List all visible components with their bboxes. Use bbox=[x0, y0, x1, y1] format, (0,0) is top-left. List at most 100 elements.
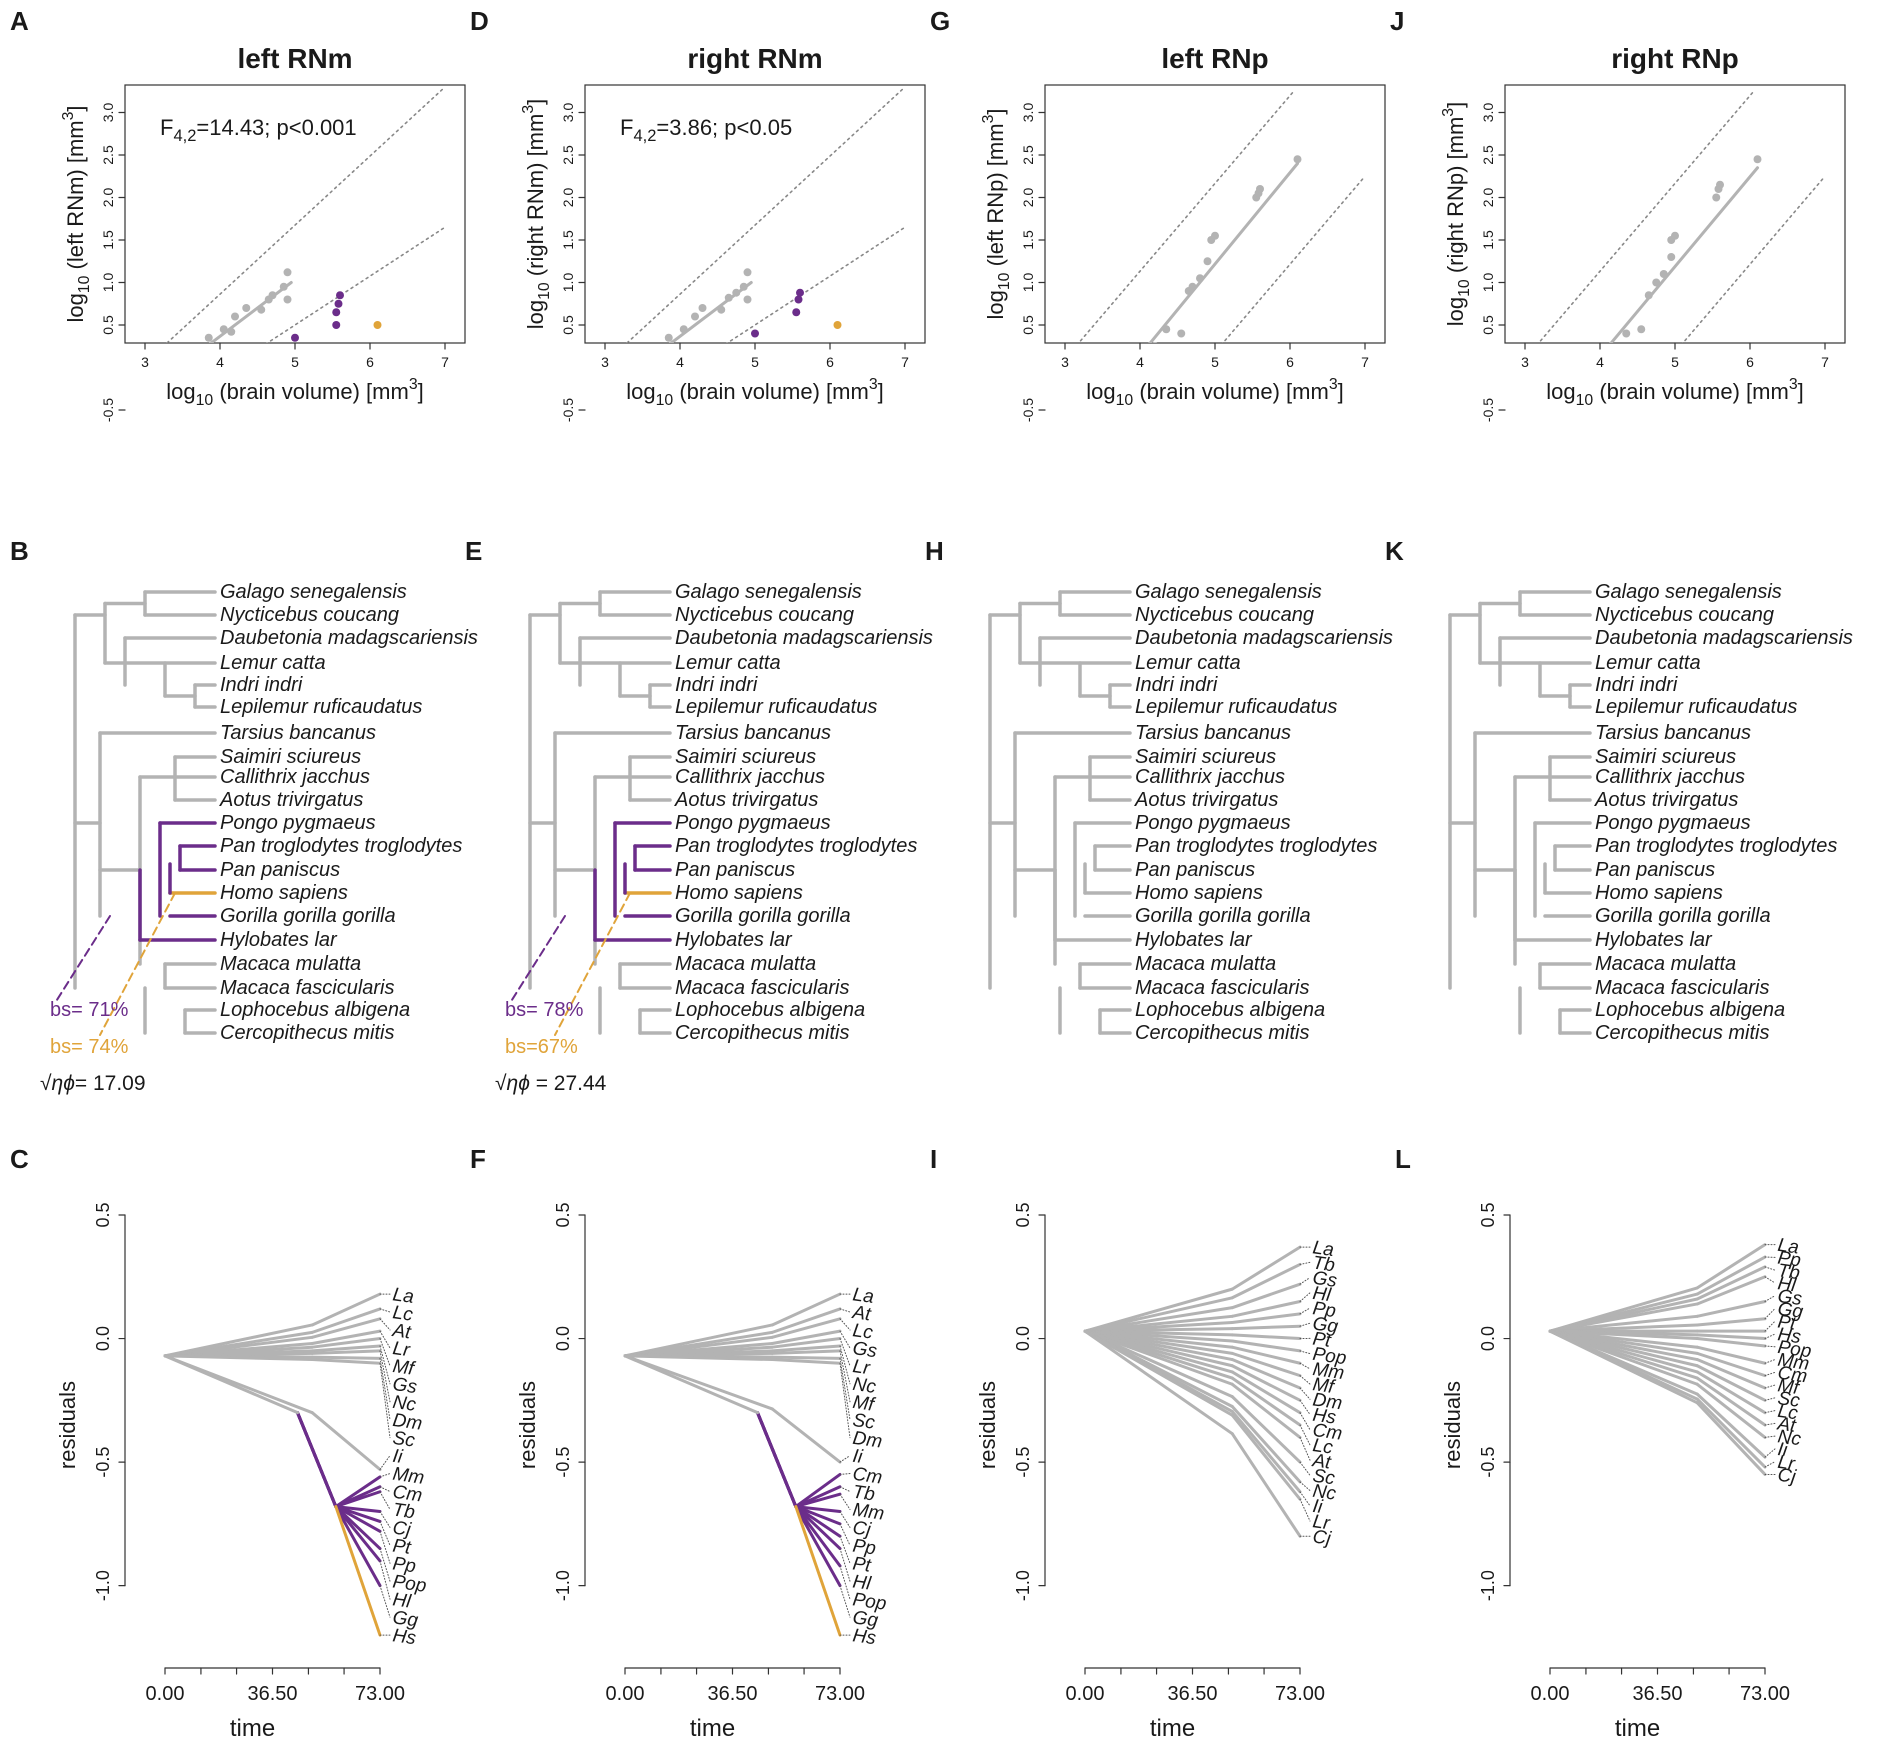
tip-label: Pt bbox=[391, 1535, 412, 1558]
panel-label-J: J bbox=[1390, 6, 1404, 36]
tip-leader bbox=[1299, 1412, 1311, 1431]
confidence-line bbox=[1077, 90, 1295, 343]
point-purple bbox=[794, 295, 803, 304]
tree-tip-label: Homo sapiens bbox=[1135, 882, 1263, 904]
tip-leader bbox=[1764, 1371, 1776, 1377]
point-gray bbox=[743, 295, 752, 304]
fit-line bbox=[1609, 166, 1759, 343]
tree-tip-label: Macaca mulatta bbox=[1135, 953, 1276, 975]
trait-branch bbox=[1230, 1282, 1302, 1310]
trait-branch bbox=[310, 1349, 382, 1355]
tip-label: Tb bbox=[851, 1482, 876, 1506]
tree-tip-label: Tarsius bancanus bbox=[675, 722, 831, 744]
tree-tip-label: Aotus trivirgatus bbox=[674, 789, 818, 811]
tree-tip-label: Lemur catta bbox=[1135, 652, 1241, 674]
tip-leader bbox=[839, 1473, 851, 1475]
tree-tip-label: Nycticebus coucang bbox=[675, 604, 854, 626]
tip-leader bbox=[1299, 1350, 1311, 1355]
trait-branch bbox=[1695, 1351, 1767, 1378]
panel-label-K: K bbox=[1385, 536, 1404, 566]
tip-label: Lc bbox=[391, 1302, 414, 1326]
point-gray bbox=[724, 293, 733, 302]
plot-area bbox=[165, 86, 446, 343]
y-tick-label: 0.5 bbox=[560, 315, 576, 335]
xlabel-text: log bbox=[1546, 379, 1575, 404]
stat-symbol: √η bbox=[40, 1072, 63, 1095]
tree-tip-label: Saimiri sciureus bbox=[1595, 746, 1736, 768]
trait-branch bbox=[310, 1317, 382, 1339]
trait-branch bbox=[163, 1354, 300, 1415]
tip-label: Pop bbox=[1776, 1337, 1812, 1363]
tip-label: Pp bbox=[1311, 1298, 1337, 1322]
tree-tip-label: Macaca fascicularis bbox=[1595, 977, 1770, 999]
bootstrap-orange: bs=67% bbox=[505, 1036, 578, 1058]
tip-leader bbox=[839, 1308, 851, 1313]
tree-statistic: √ηϕ= 17.09 bbox=[40, 1072, 146, 1095]
point-purple bbox=[334, 299, 343, 308]
tip-leader bbox=[839, 1338, 851, 1367]
tip-label: Gg bbox=[851, 1607, 879, 1631]
tip-label: Gs bbox=[1776, 1286, 1803, 1310]
tip-label: La bbox=[1776, 1235, 1800, 1259]
point-gray bbox=[1611, 347, 1619, 355]
ylabel-subscript: 10 bbox=[996, 272, 1013, 290]
point-gray bbox=[717, 305, 726, 314]
tip-leader bbox=[1299, 1498, 1311, 1522]
tip-label: Pp bbox=[851, 1535, 877, 1559]
x-tick-label: 4 bbox=[216, 354, 224, 370]
trait-branch bbox=[1230, 1395, 1302, 1464]
tree-tip-label: Macaca mulatta bbox=[220, 953, 361, 975]
tip-leader bbox=[839, 1535, 851, 1564]
x-axis-label: time bbox=[690, 1715, 735, 1742]
trait-branch bbox=[1695, 1275, 1767, 1306]
tip-label: Pop bbox=[1311, 1344, 1347, 1370]
trait-branch bbox=[1083, 1329, 1234, 1436]
tip-label: Pop bbox=[391, 1571, 427, 1597]
trait-branch bbox=[310, 1292, 382, 1327]
trait-branch bbox=[1230, 1364, 1302, 1402]
point-orange bbox=[833, 321, 842, 329]
trait-branch bbox=[1695, 1397, 1767, 1469]
tip-leader bbox=[379, 1473, 391, 1478]
ylabel-text: ] bbox=[63, 105, 88, 111]
point-purple bbox=[336, 291, 344, 300]
point-gray bbox=[219, 325, 228, 334]
tip-leader bbox=[379, 1511, 391, 1528]
point-gray bbox=[1152, 342, 1158, 343]
trait-branch bbox=[770, 1349, 842, 1355]
stat-symbol: √η bbox=[495, 1072, 518, 1095]
point-gray bbox=[1607, 351, 1615, 359]
x-tick-label: 3 bbox=[141, 354, 149, 370]
point-gray bbox=[691, 312, 699, 321]
point-gray bbox=[1622, 329, 1631, 338]
x-tick-label: 6 bbox=[826, 354, 834, 370]
y-tick-label: 0.0 bbox=[93, 1326, 113, 1351]
tip-label: At bbox=[1310, 1450, 1332, 1474]
traitgram-chart-C: 0.5 0.0 -0.5 -1.0 residuals 0.00 36.50 73.00 tim… bbox=[55, 1202, 428, 1742]
tree-tip-label: Pongo pygmaeus bbox=[1135, 812, 1291, 834]
x-tick-label: 36.50 bbox=[1167, 1683, 1217, 1705]
tip-leader bbox=[1299, 1261, 1311, 1265]
point-gray bbox=[1162, 325, 1171, 334]
trait-branch bbox=[770, 1329, 842, 1345]
y-tick-label: 0.5 bbox=[1478, 1202, 1498, 1227]
tree-tip-label: Pongo pygmaeus bbox=[1595, 812, 1751, 834]
chart-title: right RNm bbox=[687, 43, 822, 74]
tree-tip-label: Daubetonia madagscariensis bbox=[1595, 627, 1853, 649]
plot-frame bbox=[1504, 84, 1846, 344]
tip-label: Lc bbox=[1311, 1435, 1334, 1459]
x-tick-label: 4 bbox=[1596, 354, 1604, 370]
tip-leader bbox=[379, 1585, 391, 1618]
xlabel-subscript: 10 bbox=[1116, 392, 1134, 409]
trait-branch bbox=[1695, 1337, 1767, 1348]
trait-branch bbox=[163, 1354, 314, 1362]
trait-branch bbox=[1695, 1317, 1767, 1327]
x-axis-label: log10 (brain volume) [mm3] bbox=[626, 376, 884, 409]
panel-label-L: L bbox=[1395, 1144, 1411, 1174]
x-tick-label: 3 bbox=[1521, 354, 1529, 370]
y-tick-label: 1.0 bbox=[100, 273, 116, 293]
